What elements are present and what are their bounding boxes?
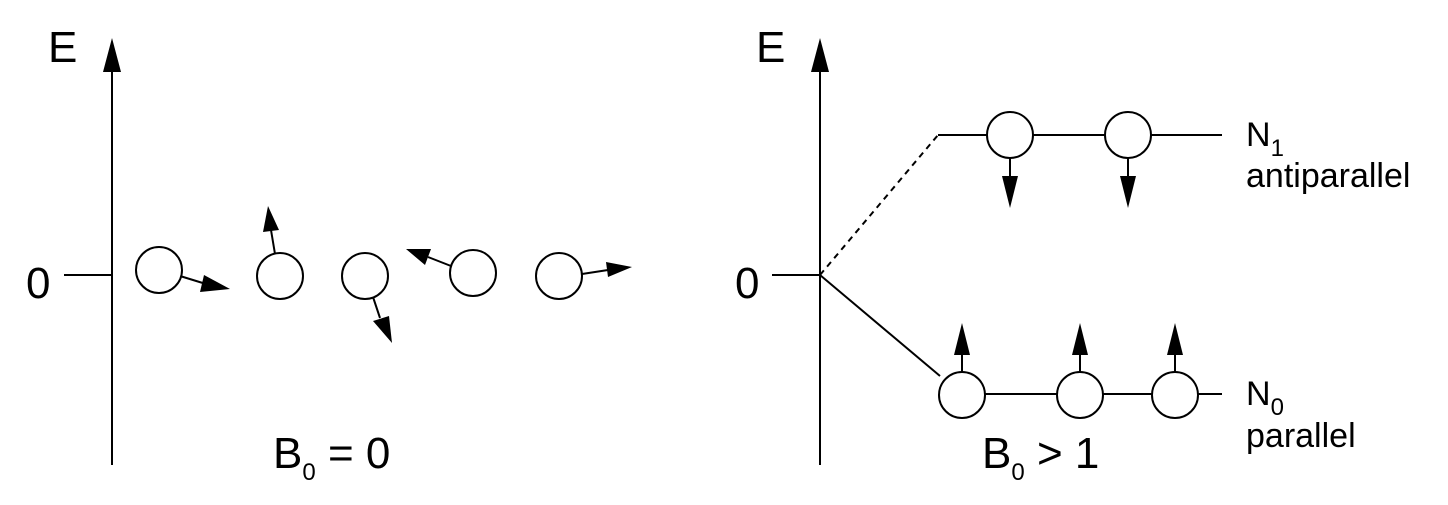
spin-random-2 (256, 206, 304, 300)
left-field-symbol: B (273, 429, 302, 478)
spin-random-1 (135, 246, 230, 294)
spin-parallel-1 (938, 323, 986, 419)
spin-parallel-3 (1151, 323, 1199, 419)
right-energy-axis-label: E (756, 23, 785, 72)
lower-level-description: parallel (1246, 417, 1356, 455)
left-field-subscript: 0 (302, 459, 315, 486)
spin-parallel-2 (1056, 323, 1104, 419)
right-panel: E 0 (735, 23, 1410, 486)
right-field-symbol: B (982, 429, 1011, 478)
upper-level-symbol-base: N (1246, 116, 1271, 154)
left-panel: E 0 B0 = (26, 23, 632, 486)
upper-splitting-line (819, 134, 939, 276)
spin-random-5 (535, 252, 632, 300)
right-zero-label: 0 (735, 259, 759, 308)
lower-level-subscript: 0 (1271, 394, 1284, 421)
upper-level-description: antiparallel (1246, 157, 1410, 195)
right-field-label: B0 > 1 (982, 429, 1099, 486)
left-field-relation: = 0 (316, 429, 391, 478)
spin-antiparallel-2 (1104, 111, 1152, 208)
right-field-relation: > 1 (1025, 429, 1100, 478)
left-field-label: B0 = 0 (273, 429, 390, 486)
lower-splitting-line (819, 274, 941, 377)
spin-random-3 (341, 252, 392, 343)
upper-level-subscript: 1 (1271, 135, 1284, 162)
right-energy-axis-arrowhead (811, 38, 829, 72)
upper-level-symbol: N1 (1246, 116, 1284, 162)
left-zero-label: 0 (26, 259, 50, 308)
left-energy-axis-label: E (48, 23, 77, 72)
right-field-subscript: 0 (1011, 459, 1024, 486)
spin-random-4 (406, 249, 497, 297)
left-energy-axis-arrowhead (103, 38, 121, 72)
spin-antiparallel-1 (986, 111, 1034, 208)
lower-level-symbol: N0 (1246, 375, 1284, 421)
lower-level-symbol-base: N (1246, 375, 1271, 413)
